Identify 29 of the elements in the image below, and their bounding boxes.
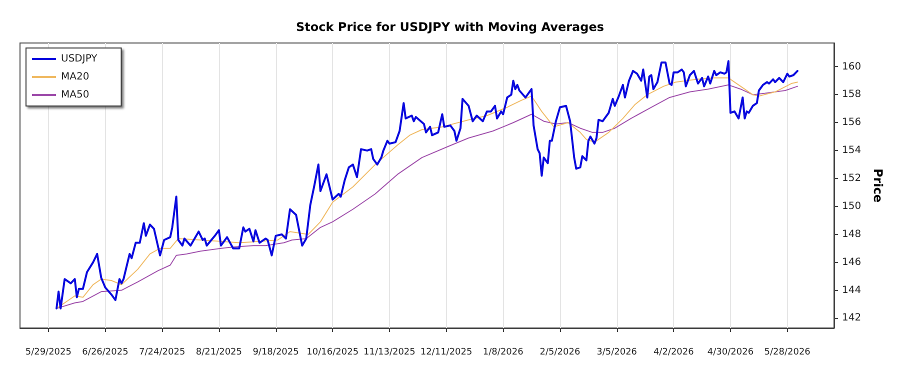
x-tick-label: 4/30/2026 xyxy=(707,348,754,358)
x-tick-label: 12/11/2025 xyxy=(420,348,472,358)
y-tick-label: 146 xyxy=(842,256,862,268)
y-tick-label: 154 xyxy=(842,145,862,156)
y-axis-title: Price xyxy=(871,168,885,203)
legend-label: MA20 xyxy=(61,72,90,82)
y-tick-label: 142 xyxy=(842,312,862,324)
x-tick-label: 11/13/2025 xyxy=(364,348,416,358)
y-tick-label: 152 xyxy=(842,173,862,184)
x-tick-label: 6/26/2025 xyxy=(82,348,128,358)
x-tick-label: 7/24/2025 xyxy=(139,348,186,358)
x-tick-label: 10/16/2025 xyxy=(306,348,359,358)
y-tick-label: 148 xyxy=(842,228,862,240)
x-tick-label: 9/18/2025 xyxy=(252,348,299,358)
y-tick-label: 144 xyxy=(842,284,862,296)
legend-label: USDJPY xyxy=(61,54,98,64)
x-tick-label: 8/21/2025 xyxy=(196,348,242,358)
chart-title: Stock Price for USDJPY with Moving Averages xyxy=(296,20,604,34)
x-tick-label: 4/2/2026 xyxy=(653,348,694,358)
y-tick-label: 160 xyxy=(842,61,862,72)
x-tick-label: 3/5/2026 xyxy=(596,348,638,358)
y-tick-label: 156 xyxy=(842,117,862,128)
legend-label: MA50 xyxy=(61,90,90,100)
y-tick-label: 150 xyxy=(842,200,862,212)
x-tick-label: 5/29/2025 xyxy=(25,348,72,358)
x-tick-label: 1/8/2026 xyxy=(482,348,524,358)
y-tick-label: 158 xyxy=(842,89,862,100)
x-tick-label: 5/28/2026 xyxy=(764,348,811,358)
x-tick-label: 2/5/2026 xyxy=(540,348,580,358)
